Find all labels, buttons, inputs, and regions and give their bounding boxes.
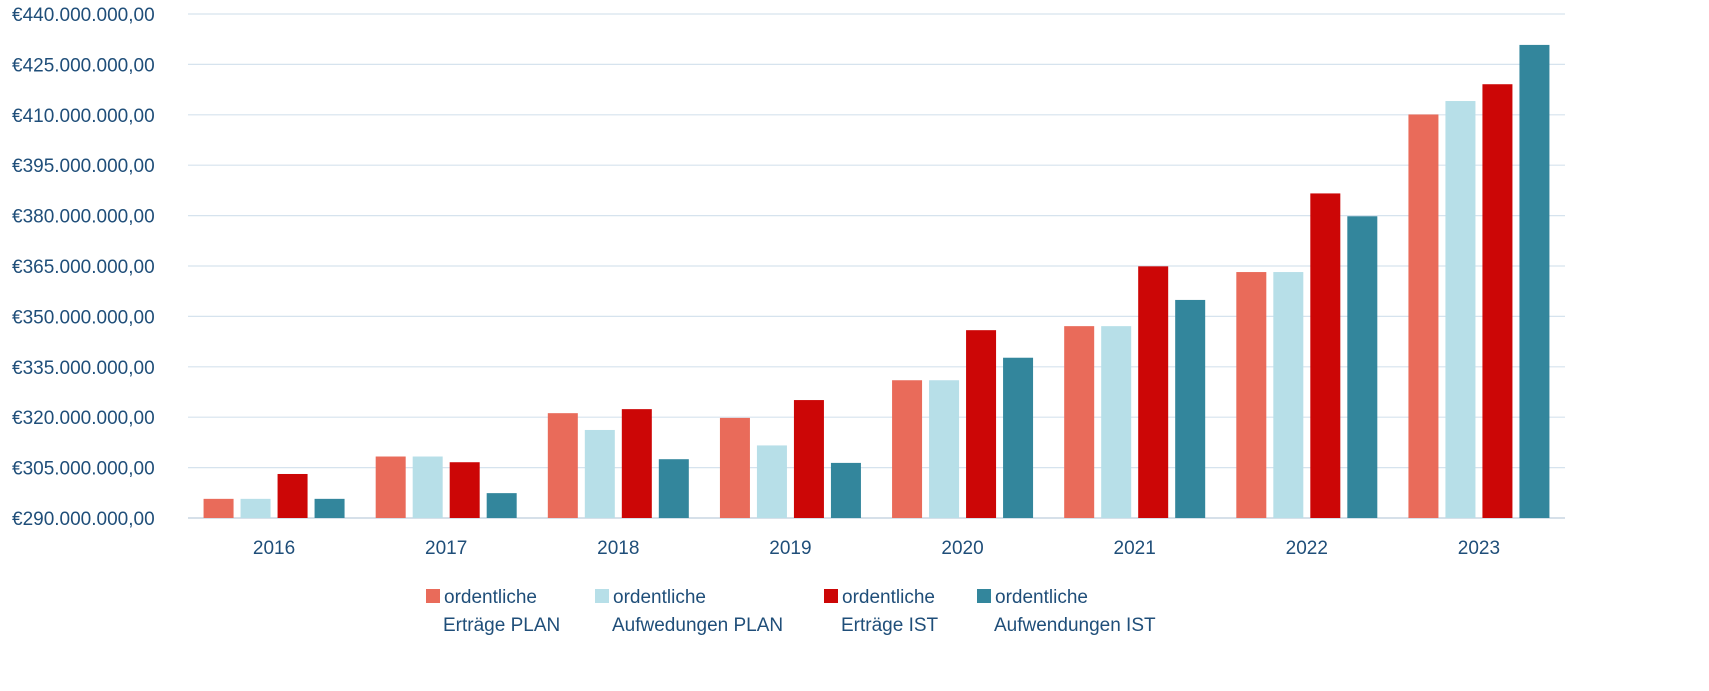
legend-swatch bbox=[824, 589, 838, 603]
legend-label: Aufwendungen IST bbox=[994, 615, 1156, 636]
legend-label: ordentliche bbox=[995, 587, 1088, 608]
bar bbox=[1482, 84, 1513, 518]
x-tick-label: 2018 bbox=[597, 538, 639, 559]
bar bbox=[1445, 101, 1476, 519]
legend-item: ordentliche Aufwedungen PLAN bbox=[595, 587, 783, 636]
bar bbox=[1310, 193, 1341, 518]
bar bbox=[793, 400, 824, 518]
x-tick-label: 2023 bbox=[1458, 538, 1500, 559]
legend-label: Erträge IST bbox=[841, 615, 939, 636]
y-tick-label: €365.000.000,00 bbox=[12, 257, 155, 278]
legend-item: ordentliche Erträge IST bbox=[824, 587, 939, 636]
bar bbox=[830, 462, 861, 518]
y-tick-label: €335.000.000,00 bbox=[12, 358, 155, 379]
y-tick-label: €305.000.000,00 bbox=[12, 459, 155, 480]
legend-swatch bbox=[426, 589, 440, 603]
bar bbox=[277, 473, 308, 518]
legend-item: ordentliche Erträge PLAN bbox=[426, 587, 560, 636]
legend-label: ordentliche bbox=[842, 587, 935, 608]
bar bbox=[621, 409, 652, 518]
y-axis-tick-labels: €290.000.000,00 €305.000.000,00 €320.000.0… bbox=[12, 5, 155, 530]
bar bbox=[1519, 44, 1550, 519]
bar bbox=[1003, 357, 1034, 518]
bar bbox=[1064, 326, 1095, 518]
bar bbox=[449, 462, 480, 518]
y-tick-label: €380.000.000,00 bbox=[12, 207, 155, 228]
bar bbox=[412, 456, 443, 518]
bar bbox=[1138, 266, 1169, 518]
legend-label: Erträge PLAN bbox=[443, 615, 560, 636]
bar bbox=[1175, 299, 1206, 518]
bar bbox=[486, 493, 517, 518]
bar bbox=[314, 498, 345, 518]
legend-label: ordentliche bbox=[613, 587, 706, 608]
x-tick-label: 2021 bbox=[1114, 538, 1156, 559]
bar bbox=[1101, 326, 1132, 518]
bar bbox=[1236, 272, 1267, 518]
bar bbox=[929, 380, 960, 518]
legend: ordentliche Erträge PLAN ordentliche Aufwed… bbox=[426, 587, 1156, 636]
legend-label: Aufwedungen PLAN bbox=[612, 615, 783, 636]
bar bbox=[1273, 272, 1304, 518]
bar bbox=[756, 445, 787, 518]
bar bbox=[658, 459, 689, 518]
x-tick-label: 2016 bbox=[253, 538, 295, 559]
bar bbox=[719, 417, 750, 518]
y-tick-label: €350.000.000,00 bbox=[12, 307, 155, 328]
legend-swatch bbox=[977, 589, 991, 603]
bar bbox=[1408, 114, 1439, 519]
y-tick-label: €410.000.000,00 bbox=[12, 106, 155, 127]
bar bbox=[584, 429, 615, 518]
bar bbox=[892, 380, 923, 518]
legend-swatch bbox=[595, 589, 609, 603]
x-tick-label: 2017 bbox=[425, 538, 467, 559]
x-axis-tick-labels: 2016 2017 2018 2019 2020 2021 2022 2023 bbox=[253, 538, 1500, 559]
bar bbox=[375, 456, 406, 518]
bar bbox=[547, 413, 578, 518]
y-tick-label: €440.000.000,00 bbox=[12, 5, 155, 26]
bar bbox=[240, 498, 271, 518]
legend-item: ordentliche Aufwendungen IST bbox=[977, 587, 1156, 636]
y-tick-label: €320.000.000,00 bbox=[12, 408, 155, 429]
y-tick-label: €425.000.000,00 bbox=[12, 55, 155, 76]
bar-series bbox=[203, 44, 1550, 519]
bar bbox=[1347, 216, 1378, 518]
legend-label: ordentliche bbox=[444, 587, 537, 608]
bar bbox=[966, 330, 997, 518]
x-tick-label: 2020 bbox=[941, 538, 983, 559]
x-tick-label: 2022 bbox=[1286, 538, 1328, 559]
bar bbox=[203, 498, 234, 518]
x-tick-label: 2019 bbox=[769, 538, 811, 559]
y-tick-label: €290.000.000,00 bbox=[12, 509, 155, 530]
y-tick-label: €395.000.000,00 bbox=[12, 156, 155, 177]
